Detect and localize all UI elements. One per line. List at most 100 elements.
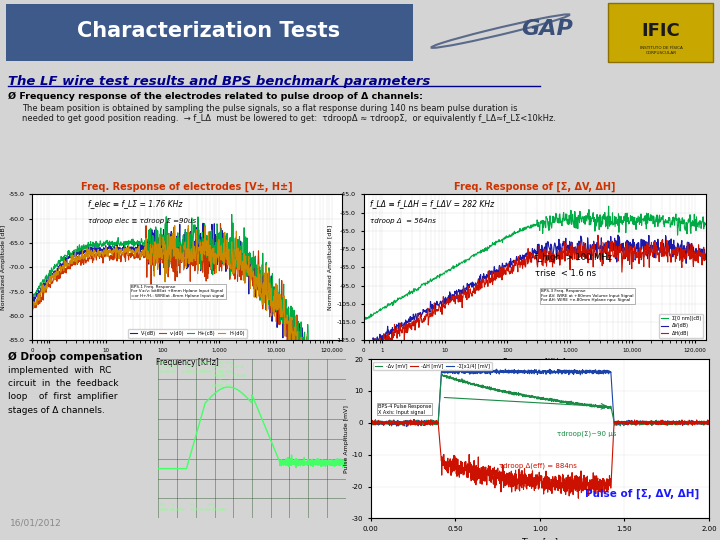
V-(dB) [28,296,37,302]
H+(cB) [295,329,304,335]
Text: REF LEVEL    /DIV      MARKER TT 444.690Hz
-38.000-65   5.000-65        MAG(UEF): REF LEVEL /DIV MARKER TT 444.690Hz -38.0… [161,361,246,388]
H-(d0) [217,257,225,264]
H-(d0) [295,355,304,362]
V-(dB) [264,285,272,292]
Text: Ø Frequency response of the electrodes related to pulse droop of Δ channels:: Ø Frequency response of the electrodes r… [8,92,423,101]
H+(cB) [228,211,236,218]
ΔV(dB) [701,251,710,258]
ΔH(dB) [381,335,390,342]
Line: H-(d0): H-(d0) [32,226,342,431]
Σ[0 nm](cB) [360,316,369,323]
V-(dB) [208,238,217,245]
H+(cB) [330,427,339,434]
v-(d0) [338,411,346,417]
Legend: -Δv [mV], -ΔH [mV], -Σ[x1/4] [mV]: -Δv [mV], -ΔH [mV], -Σ[x1/4] [mV] [373,362,492,370]
v-(d0) [47,280,55,287]
ΔH(dB) [559,256,567,262]
v-(d0) [217,251,225,257]
ΔV(dB) [359,342,368,349]
Text: Characterization Tests: Characterization Tests [77,21,341,41]
Y-axis label: Pulse Amplitude [mV]: Pulse Amplitude [mV] [344,405,349,472]
V-(dB) [47,273,55,279]
ΔH(dB) [655,259,664,265]
Line: v-(d0): v-(d0) [32,224,342,432]
Text: τrise  < 1.6 ns: τrise < 1.6 ns [534,269,595,278]
v-(d0) [264,291,272,297]
ΔH(dB) [593,232,602,238]
Σ[0 nm](cB) [559,218,567,225]
H-(d0) [264,287,272,293]
Σ[0 nm](cB) [701,221,710,228]
ΔV(dB) [381,331,390,338]
V-(dB) [217,240,225,247]
Text: τdroop Δ(eff) = 884ns: τdroop Δ(eff) = 884ns [500,462,577,469]
V-(dB) [295,334,304,341]
H+(cB) [338,404,346,411]
X-axis label: Frequency [KHz]: Frequency [KHz] [156,359,219,367]
Line: Σ[0 nm](cB): Σ[0 nm](cB) [364,206,706,320]
v-(d0) [337,429,346,435]
H-(d0) [336,428,345,434]
Σ[0 nm](cB) [567,221,576,228]
Text: τdroop(Σ)~90 μs: τdroop(Σ)~90 μs [557,430,616,437]
ΔH(dB) [359,352,368,358]
Σ[0 nm](cB) [620,213,629,220]
Text: The LF wire test results and BPS benchmark parameters: The LF wire test results and BPS benchma… [8,75,431,88]
Text: 16/01/2012: 16/01/2012 [10,519,62,528]
Σ[0 nm](cB) [381,303,390,309]
H+(cB) [264,287,272,293]
X-axis label: Frequency [KHz]: Frequency [KHz] [503,359,566,367]
H+(cB) [216,246,225,252]
Text: GAP: GAP [521,19,573,39]
Text: Ø Droop compensation: Ø Droop compensation [8,352,143,362]
V-(dB) [199,220,207,226]
H+(cB) [28,298,37,304]
Σ[0 nm](cB) [655,213,664,219]
Text: f_high  > 100 MHz: f_high > 100 MHz [534,253,611,262]
Text: BPS-1 Freq. Response
For V±/v: bit8Eat +8mm Hplane Input Signal
=or H+/H-: WIREa: BPS-1 Freq. Response For V±/v: bit8Eat +… [132,285,225,298]
V-(dB) [338,416,346,423]
ΔV(dB) [655,247,664,254]
H-(d0) [184,222,193,229]
ΔV(dB) [559,242,567,249]
v-(d0) [226,273,235,280]
v-(d0) [216,220,225,227]
ΔH(dB) [577,252,586,258]
H-(d0) [28,298,37,305]
Y-axis label: Normalized Amplitude [dB]: Normalized Amplitude [dB] [328,225,333,310]
Y-axis label: Normalized Amplitude [dB]: Normalized Amplitude [dB] [1,225,6,310]
V-(dB) [226,241,235,247]
V-(dB) [332,435,341,441]
Text: INSTITUTO DE FÍSICA
CORPUSCULAR: INSTITUTO DE FÍSICA CORPUSCULAR [639,46,683,55]
H-(d0) [226,265,235,271]
ΔV(dB) [567,248,576,254]
Text: BPS-3 Freq. Response
For ΔV: WIRE at +80mm Volume Input Signal
For ΔH: WIRE +e-8: BPS-3 Freq. Response For ΔV: WIRE at +80… [541,289,634,302]
Text: implemented  with  RC
circuit  in  the  feedback
loop    of  first  amplifier
st: implemented with RC circuit in the feedb… [8,366,119,415]
H-(d0) [47,272,55,278]
X-axis label: Time [μs]: Time [μs] [522,538,558,540]
ΔH(dB) [701,256,710,262]
H+(cB) [208,242,217,248]
ΔV(dB) [577,241,586,248]
Text: τdroop Δ  = 564ns: τdroop Δ = 564ns [371,218,436,224]
ΔH(dB) [620,256,629,262]
v-(d0) [295,346,304,353]
Σ[0 nm](cB) [604,203,613,210]
v-(d0) [28,307,37,314]
v-(d0) [208,254,217,261]
H+(cB) [47,265,55,271]
Text: τdroop elec ≡ τdroop Σ =90us: τdroop elec ≡ τdroop Σ =90us [88,218,197,224]
ΔV(dB) [360,347,369,354]
Title: Freq. Response of electrodes [V±, H±]: Freq. Response of electrodes [V±, H±] [81,182,293,192]
Text: f_elec ≡ f_LΣ = 1.76 KHz: f_elec ≡ f_LΣ = 1.76 KHz [88,199,182,208]
Line: V-(dB): V-(dB) [32,223,342,438]
Σ[0 nm](cB) [359,316,368,323]
Line: ΔH(dB): ΔH(dB) [364,235,706,360]
Line: H+(cB): H+(cB) [32,214,342,430]
FancyBboxPatch shape [608,3,713,62]
Title: Freq. Response of [Σ, ΔV, ΔH]: Freq. Response of [Σ, ΔV, ΔH] [454,182,616,192]
Text: 100    1k         10k        100k
START 100.000Hz    STOP 300.000.000.000Hz: 100 1k 10k 100k START 100.000Hz STOP 300… [161,503,227,512]
Text: The beam position is obtained by sampling the pulse signals, so a flat response : The beam position is obtained by samplin… [22,104,518,113]
ΔH(dB) [360,357,369,363]
FancyBboxPatch shape [6,4,413,61]
